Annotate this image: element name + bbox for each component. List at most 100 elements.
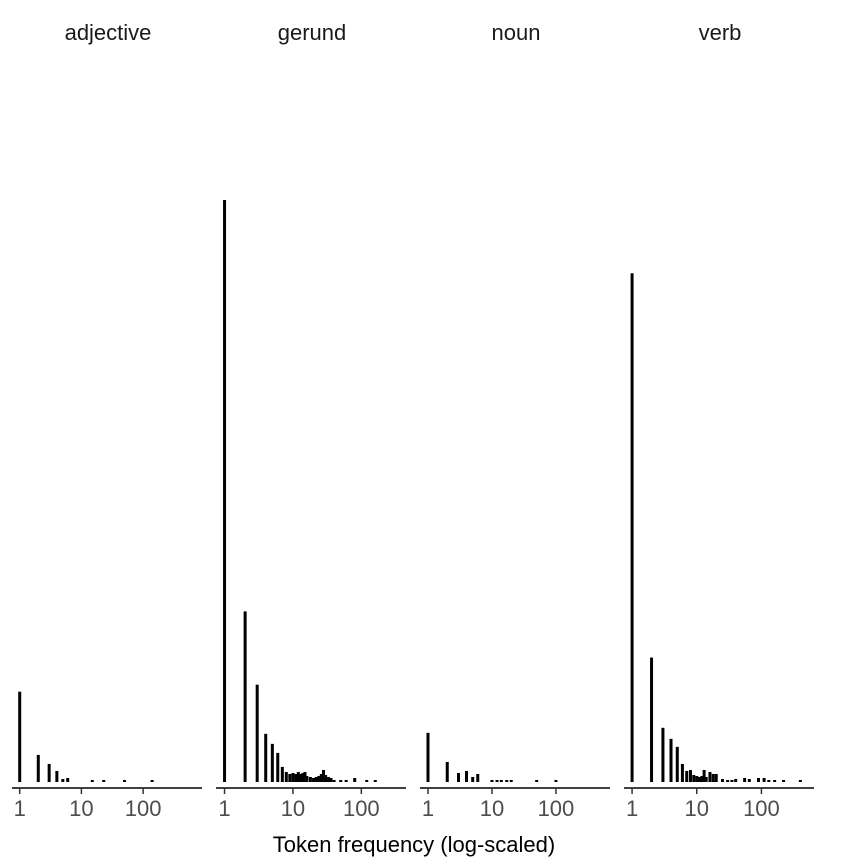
bar xyxy=(495,779,499,782)
bar xyxy=(344,779,348,782)
bar xyxy=(704,776,708,782)
bar xyxy=(505,779,509,782)
facet-title: adjective xyxy=(65,20,152,45)
bar xyxy=(445,761,449,782)
bar xyxy=(697,776,701,782)
bar xyxy=(650,657,654,782)
x-tick-label: 10 xyxy=(480,796,504,821)
bar xyxy=(339,779,343,782)
bar xyxy=(102,779,106,782)
bar xyxy=(332,779,336,782)
bar xyxy=(243,611,247,782)
bar xyxy=(685,770,689,782)
x-tick-label: 1 xyxy=(218,796,230,821)
bar xyxy=(150,779,154,782)
bar xyxy=(730,779,734,782)
bar xyxy=(61,778,65,782)
facet-title: noun xyxy=(492,20,541,45)
bar xyxy=(782,779,786,782)
bar xyxy=(312,777,316,782)
bar xyxy=(308,776,312,782)
bar xyxy=(762,777,766,782)
bar xyxy=(373,779,377,782)
panel-noun: noun 1 10 100 xyxy=(420,20,610,821)
x-tick-label: 10 xyxy=(69,796,93,821)
bar xyxy=(365,779,369,782)
bar xyxy=(711,773,715,782)
bar xyxy=(675,746,679,782)
x-tick-label: 1 xyxy=(626,796,638,821)
x-tick-label: 100 xyxy=(743,796,780,821)
bar xyxy=(66,777,70,782)
bar xyxy=(353,777,357,782)
bar xyxy=(630,273,634,782)
bar xyxy=(695,775,699,782)
x-tick-label: 10 xyxy=(685,796,709,821)
bar xyxy=(465,770,469,782)
bar xyxy=(743,777,747,782)
bar xyxy=(301,772,305,782)
bar xyxy=(490,779,494,782)
bar xyxy=(55,770,59,782)
bar xyxy=(554,779,558,782)
bar xyxy=(276,752,280,782)
x-axis-title: Token frequency (log-scaled) xyxy=(273,832,555,857)
panel-adjective: adjective 1 10 100 xyxy=(12,20,202,821)
bar xyxy=(322,769,326,782)
bar xyxy=(702,769,706,782)
bar xyxy=(714,773,718,782)
bar xyxy=(661,727,665,782)
bar xyxy=(123,779,127,782)
bar xyxy=(90,779,94,782)
bar xyxy=(223,200,227,782)
bar xyxy=(535,779,539,782)
bar xyxy=(499,779,503,782)
bar xyxy=(720,778,724,782)
bar xyxy=(426,732,430,782)
x-tick-label: 1 xyxy=(14,796,26,821)
bar xyxy=(296,771,300,782)
bar xyxy=(303,771,307,782)
bar xyxy=(692,774,696,782)
bar xyxy=(288,773,292,782)
facet-title: gerund xyxy=(278,20,347,45)
bar xyxy=(280,766,284,782)
bar xyxy=(700,775,704,782)
bar xyxy=(36,754,40,782)
bar xyxy=(471,776,475,782)
bar xyxy=(798,779,802,782)
bar xyxy=(726,779,730,782)
x-tick-label: 100 xyxy=(343,796,380,821)
facet-title: verb xyxy=(699,20,742,45)
bar xyxy=(270,743,274,782)
bar xyxy=(317,775,321,782)
x-tick-label: 10 xyxy=(281,796,305,821)
bar xyxy=(264,733,268,782)
bar xyxy=(18,691,22,782)
bar xyxy=(305,775,309,782)
bar xyxy=(509,779,513,782)
bar xyxy=(756,777,760,782)
bar xyxy=(291,772,295,782)
panel-gerund: gerund 1 10 100 xyxy=(216,20,406,821)
bar xyxy=(284,771,288,782)
x-tick-label: 100 xyxy=(125,796,162,821)
bar xyxy=(326,776,330,782)
bar xyxy=(734,778,738,782)
bar xyxy=(747,778,751,782)
bar xyxy=(680,763,684,782)
bar xyxy=(457,772,461,782)
bar xyxy=(688,769,692,782)
bar xyxy=(669,738,673,782)
panel-verb: verb 1 10 100 xyxy=(624,20,814,821)
bar xyxy=(255,684,259,782)
bar xyxy=(767,779,771,782)
x-tick-label: 1 xyxy=(422,796,434,821)
bar xyxy=(319,773,323,782)
bar xyxy=(299,773,303,782)
bar xyxy=(708,771,712,782)
bar xyxy=(324,774,328,782)
x-tick-label: 100 xyxy=(538,796,575,821)
